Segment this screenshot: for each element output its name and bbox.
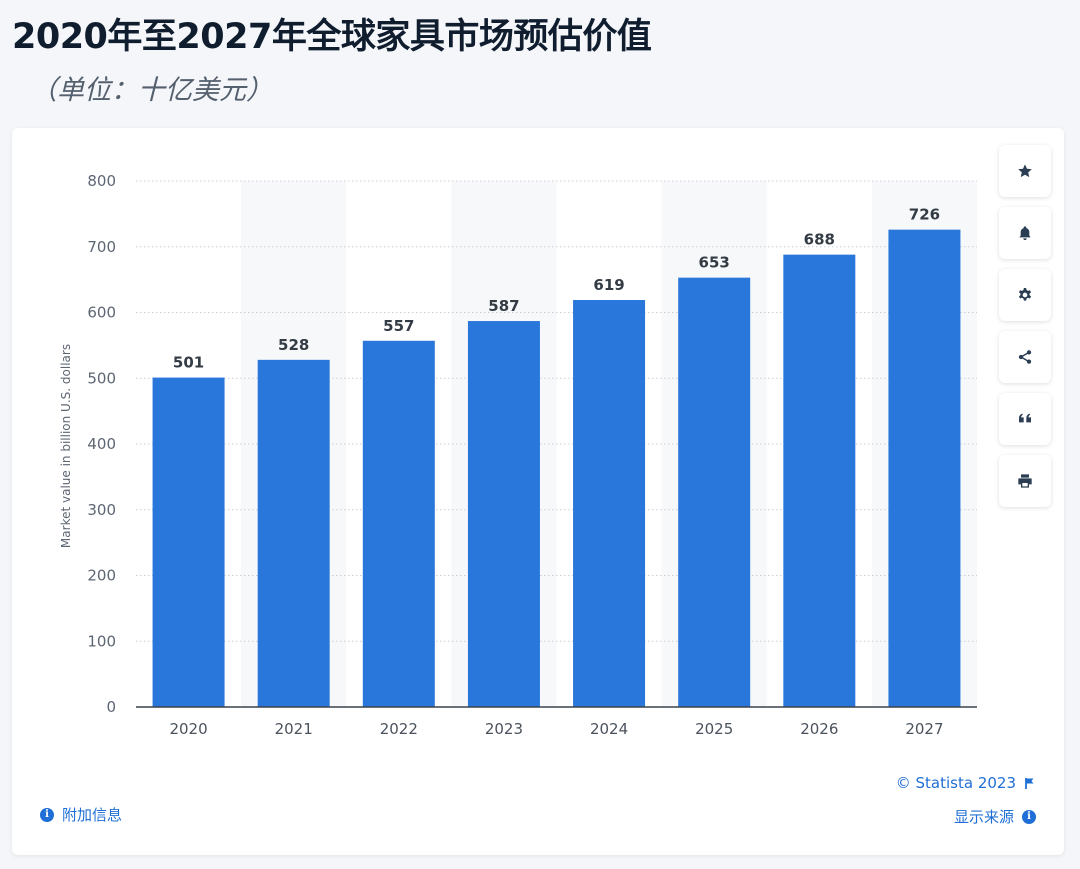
bar [467,321,540,707]
flag-icon [1025,777,1034,789]
chart-card: 0 100 200 300 400 500 600 700 800 Market value in… [12,128,1064,855]
copyright-link[interactable]: © Statista 2023 [896,774,1036,792]
page-title: 2020年至2027年全球家具市场预估价值 [12,17,652,57]
x-tick-label: 2024 [590,720,628,738]
x-tick-label: 2020 [169,720,207,738]
share-button[interactable] [999,331,1051,383]
y-tick-label: 200 [87,567,116,585]
x-tick-label: 2022 [380,720,418,738]
bar [257,359,330,707]
additional-info-label: 附加信息 [62,806,123,824]
gear-icon [1018,288,1032,301]
data-label: 501 [173,354,204,372]
cite-button[interactable] [999,393,1051,445]
x-tick-label: 2027 [905,720,943,738]
settings-button[interactable] [999,269,1051,321]
y-tick-label: 600 [87,304,116,322]
bar [783,254,856,707]
data-label: 726 [909,206,940,224]
show-source-label: 显示来源 [953,808,1014,826]
bar-chart: 0 100 200 300 400 500 600 700 800 Market value in… [59,172,977,738]
print-button[interactable] [999,455,1051,507]
notification-button[interactable] [999,207,1051,259]
data-label: 619 [593,276,624,294]
x-tick-label: 2021 [275,720,313,738]
data-label: 587 [488,297,519,315]
y-tick-label: 800 [87,172,116,190]
star-icon [1018,164,1032,178]
bar [573,300,646,707]
quote-icon [1019,413,1031,423]
data-label: 528 [278,336,309,354]
y-tick-label: 0 [106,698,116,716]
bar [678,277,751,707]
bar [362,340,435,707]
x-tick-label: 2025 [695,720,733,738]
y-tick-label: 700 [87,238,116,256]
data-label: 688 [804,231,835,249]
bar [152,377,225,707]
favorite-button[interactable] [999,145,1051,197]
data-label: 653 [699,254,730,272]
printer-icon [1018,474,1032,488]
y-tick-label: 100 [87,632,116,650]
copyright-text: © Statista 2023 [895,774,1016,792]
additional-info-link[interactable]: i 附加信息 [40,804,122,825]
data-label: 557 [383,317,414,335]
show-source-link[interactable]: 显示来源 i [954,806,1036,827]
bell-icon [1019,226,1031,240]
share-icon [1018,350,1032,364]
y-tick-label: 400 [87,435,116,453]
x-tick-label: 2023 [485,720,523,738]
info-icon: i [40,807,54,822]
page-subtitle: （单位：十亿美元） [30,75,273,106]
x-tick-label: 2026 [800,720,838,738]
y-axis-label: Market value in billion U.S. dollars [59,344,73,548]
y-tick-label: 500 [87,369,116,387]
bar [888,229,961,707]
toolbar [999,145,1051,517]
y-tick-label: 300 [87,501,116,519]
info-icon: i [1022,809,1036,824]
